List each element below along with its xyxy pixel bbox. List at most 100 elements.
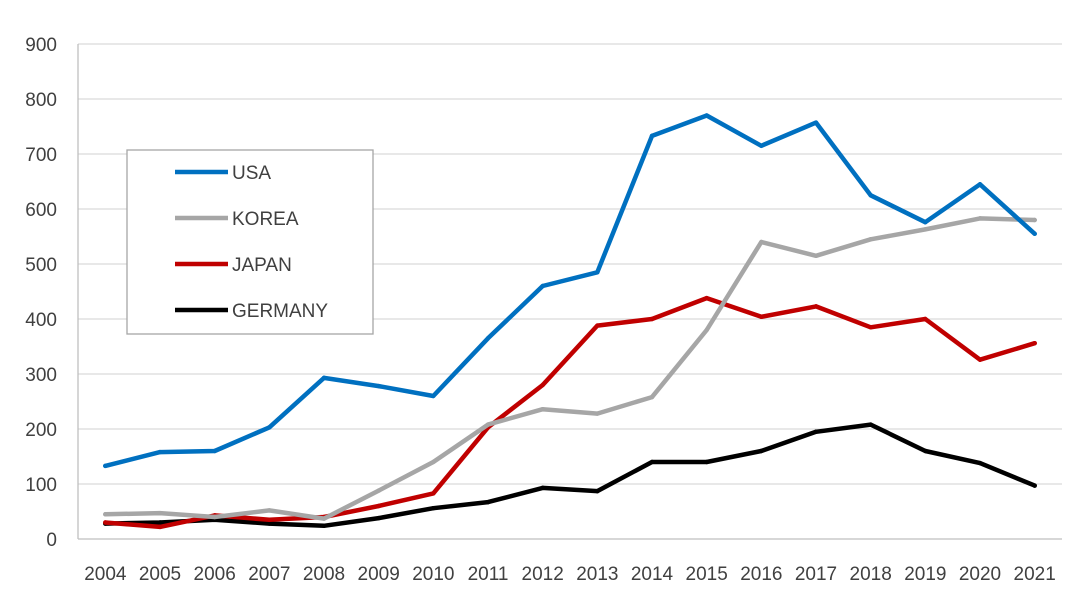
data-point-usa [157,449,163,455]
data-point-germany [704,459,709,465]
x-tick-label: 2013 [576,564,618,585]
data-point-japan [431,491,436,496]
x-tick-label: 2019 [904,564,946,585]
x-tick-label: 2011 [468,564,509,585]
data-point-usa [704,113,709,118]
data-point-korea [923,227,928,232]
data-point-japan [704,295,709,301]
data-point-japan [376,503,381,509]
data-point-japan [813,304,819,309]
data-point-germany [977,460,983,466]
y-tick-label: 800 [25,90,57,111]
x-tick-label: 2021 [1014,564,1056,585]
data-point-korea [1032,217,1037,223]
x-tick-label: 2008 [303,564,345,585]
data-point-usa [977,182,983,187]
x-tick-label: 2004 [84,564,127,585]
data-point-japan [540,382,545,388]
data-point-germany [540,485,545,491]
data-point-japan [157,524,163,530]
legend-label-japan: JAPAN [232,255,292,276]
x-tick-label: 2012 [522,564,564,585]
data-point-usa [212,448,217,454]
data-point-korea [649,394,655,400]
y-tick-label: 900 [25,35,57,56]
data-point-germany [868,422,873,427]
data-point-korea [704,327,709,333]
series-line-korea [103,216,1037,521]
data-point-usa [431,393,436,399]
data-point-japan [595,323,600,328]
y-tick-label: 500 [25,255,57,276]
x-tick-label: 2005 [139,564,181,585]
data-point-usa [103,463,108,469]
data-point-germany [649,459,655,465]
legend-box [126,149,374,335]
data-point-usa [321,375,327,381]
data-point-korea [813,253,819,258]
legend: USA KOREA JAPAN GERMANY [126,149,374,335]
data-point-korea [267,508,272,513]
data-point-usa [813,120,819,125]
x-tick-label: 2006 [194,564,236,585]
y-tick-label: 200 [25,420,57,441]
x-tick-label: 2010 [412,564,454,585]
series-line-germany [103,422,1037,529]
legend-label-korea: KOREA [232,209,299,230]
data-point-japan [868,325,873,330]
data-point-germany [595,488,600,494]
data-point-japan [923,316,928,322]
data-point-usa [649,133,655,139]
data-point-korea [431,459,436,465]
data-point-japan [267,517,272,522]
data-point-korea [540,407,545,412]
data-point-germany [1032,483,1037,488]
data-point-germany [923,448,928,454]
y-tick-label: 400 [25,310,57,331]
axes [77,44,1062,540]
y-tick-label: 0 [46,530,57,551]
data-point-japan [103,520,108,525]
data-point-usa [267,425,272,430]
data-point-usa [923,220,928,225]
x-tick-label: 2014 [631,564,674,585]
legend-label-germany: GERMANY [232,301,328,322]
data-point-korea [376,488,381,493]
data-point-germany [813,429,819,434]
data-point-japan [977,357,983,362]
x-tick-label: 2017 [795,564,837,585]
series-line-usa [103,113,1037,469]
y-tick-label: 700 [25,145,57,166]
data-point-usa [485,336,491,341]
data-point-japan [1032,341,1037,346]
data-point-germany [321,523,327,528]
x-tick-label: 2018 [850,564,892,585]
data-point-korea [212,514,217,520]
data-point-germany [485,499,491,505]
x-tick-label: 2015 [686,564,728,585]
data-point-korea [485,422,491,427]
data-point-usa [540,283,545,289]
data-point-japan [649,316,655,322]
data-point-germany [157,520,163,525]
data-point-korea [103,512,108,517]
data-point-germany [759,448,764,454]
data-point-korea [977,216,983,221]
x-tick-label: 2016 [740,564,782,585]
data-point-germany [376,515,381,521]
data-point-usa [868,193,873,198]
y-tick-label: 600 [25,200,57,221]
x-tick-label: 2020 [959,564,1001,585]
x-tick-label: 2007 [248,564,290,585]
data-point-korea [321,516,327,521]
data-point-japan [759,314,764,319]
x-axis-ticks: 2004 2005 2006 2007 2008 2009 2010 2011 2012 2013… [84,564,1056,585]
data-point-usa [1032,231,1037,236]
data-point-korea [759,239,764,245]
y-axis-ticks: 0 100 200 300 400 500 600 700 800 900 [25,35,57,551]
series-lines [103,113,1037,530]
data-point-usa [376,383,381,389]
data-point-korea [157,510,163,516]
data-point-usa [595,270,600,275]
